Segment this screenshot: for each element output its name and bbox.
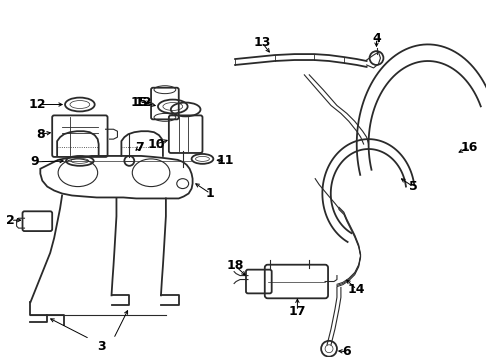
Text: 7: 7 — [135, 140, 143, 153]
Text: 5: 5 — [408, 180, 417, 193]
Text: 13: 13 — [253, 36, 270, 49]
Text: 1: 1 — [205, 187, 214, 200]
Text: 18: 18 — [226, 259, 244, 272]
Text: 12: 12 — [134, 96, 152, 109]
Text: 15: 15 — [130, 96, 148, 109]
Circle shape — [124, 156, 134, 166]
Text: 10: 10 — [147, 138, 164, 150]
Text: 6: 6 — [342, 345, 350, 358]
Text: 12: 12 — [28, 98, 46, 111]
Text: 17: 17 — [288, 305, 305, 318]
Text: 14: 14 — [347, 283, 365, 296]
Text: 16: 16 — [460, 140, 477, 153]
Text: 11: 11 — [216, 154, 233, 167]
Text: 8: 8 — [36, 128, 44, 141]
Text: 4: 4 — [371, 32, 380, 45]
Text: 9: 9 — [30, 156, 39, 168]
Text: 2: 2 — [6, 214, 15, 227]
Text: 3: 3 — [97, 340, 106, 353]
